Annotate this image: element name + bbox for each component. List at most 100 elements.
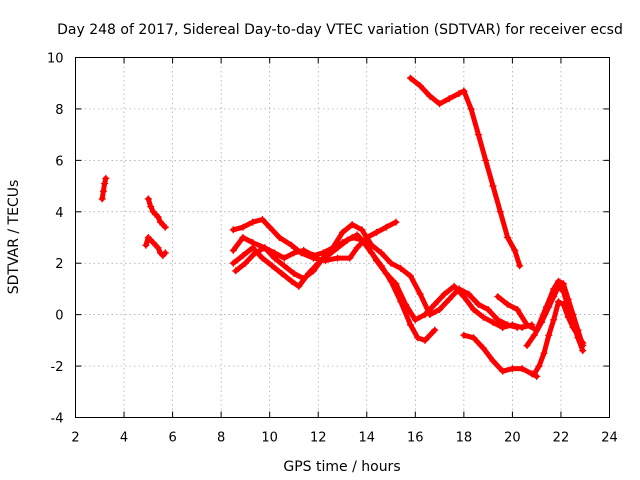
data-point: [358, 236, 366, 244]
data-point: [249, 244, 257, 252]
data-point: [504, 300, 512, 308]
data-point: [295, 282, 303, 290]
y-tick-label: 8: [55, 103, 63, 118]
data-point: [489, 318, 497, 326]
data-point: [496, 208, 504, 216]
x-tick-label: 2: [71, 431, 79, 446]
data-point: [268, 262, 276, 270]
data-point: [387, 277, 395, 285]
data-point: [431, 300, 439, 308]
data-point: [460, 293, 468, 301]
series-sat-e: [229, 221, 521, 331]
data-point: [545, 331, 553, 339]
data-point: [550, 316, 558, 324]
data-point: [348, 234, 356, 241]
data-point: [436, 306, 444, 313]
data-point: [484, 306, 492, 313]
data-point: [377, 262, 385, 270]
data-point: [431, 326, 439, 334]
y-tick-label: 6: [55, 154, 63, 169]
data-point: [474, 131, 482, 139]
data-point: [280, 262, 288, 270]
data-point: [411, 316, 419, 324]
data-point: [535, 362, 543, 370]
data-point: [482, 156, 490, 164]
y-tick-label: -2: [51, 360, 64, 375]
data-point: [445, 295, 453, 303]
series-sat-h: [406, 74, 524, 270]
data-point: [414, 334, 422, 342]
data-point: [144, 195, 152, 203]
data-point: [489, 182, 497, 190]
data-point: [397, 298, 405, 306]
x-tick-label: 22: [553, 431, 570, 446]
data-point: [489, 357, 497, 365]
data-point: [275, 234, 283, 241]
x-tick-label: 12: [310, 431, 327, 446]
data-point: [229, 259, 237, 267]
data-point: [161, 249, 169, 257]
data-point: [161, 223, 169, 231]
data-point: [239, 252, 247, 259]
data-point: [523, 342, 531, 349]
data-point: [555, 298, 563, 306]
data-point: [499, 324, 507, 331]
series-sat-l: [530, 298, 587, 378]
data-point: [518, 324, 526, 331]
x-tick-label: 18: [456, 431, 473, 446]
data-point: [421, 336, 429, 344]
data-point: [372, 228, 380, 236]
chart-title: Day 248 of 2017, Sidereal Day-to-day VTE…: [57, 22, 623, 38]
data-point: [392, 218, 400, 226]
data-point: [261, 244, 269, 252]
data-point: [149, 239, 157, 247]
data-point: [440, 290, 448, 298]
data-point: [460, 87, 468, 95]
data-point: [467, 105, 475, 113]
data-point: [465, 290, 473, 298]
data-point: [288, 277, 296, 285]
data-point: [559, 280, 567, 288]
data-point: [474, 300, 482, 308]
data-point: [530, 370, 538, 378]
data-point: [239, 223, 247, 231]
data-point: [479, 313, 487, 321]
data-point: [368, 249, 376, 257]
data-point: [508, 321, 516, 329]
data-point: [574, 331, 582, 339]
x-tick-label: 6: [168, 431, 176, 446]
series-sat-c: [142, 234, 169, 259]
y-tick-label: 2: [55, 257, 63, 272]
y-tick-label: -4: [51, 412, 64, 427]
data-point: [348, 221, 356, 229]
data-point: [258, 216, 266, 223]
data-point: [382, 223, 390, 231]
data-point: [266, 223, 274, 231]
y-tick-label: 10: [47, 52, 64, 67]
data-point: [101, 180, 109, 187]
data-point: [569, 324, 577, 331]
data-point: [300, 275, 308, 283]
data-point: [511, 246, 519, 254]
y-axis-label: SDTVAR / TECUs: [6, 180, 22, 295]
data-point: [416, 290, 424, 298]
data-point: [450, 282, 458, 290]
series-sat-b: [144, 195, 169, 231]
series-trace: [230, 222, 520, 330]
data-point: [416, 82, 424, 90]
data-point: [319, 254, 327, 262]
x-tick-label: 10: [261, 431, 278, 446]
series-sat-g: [232, 234, 439, 344]
data-point: [564, 313, 572, 321]
data-point: [98, 195, 106, 203]
data-point: [406, 321, 414, 329]
data-point: [513, 306, 521, 313]
data-point: [309, 252, 317, 259]
data-point: [377, 249, 385, 257]
data-point: [406, 272, 414, 280]
data-point: [518, 365, 526, 373]
data-point: [290, 270, 298, 277]
data-point: [147, 203, 155, 211]
y-tick-label: 4: [55, 206, 63, 221]
